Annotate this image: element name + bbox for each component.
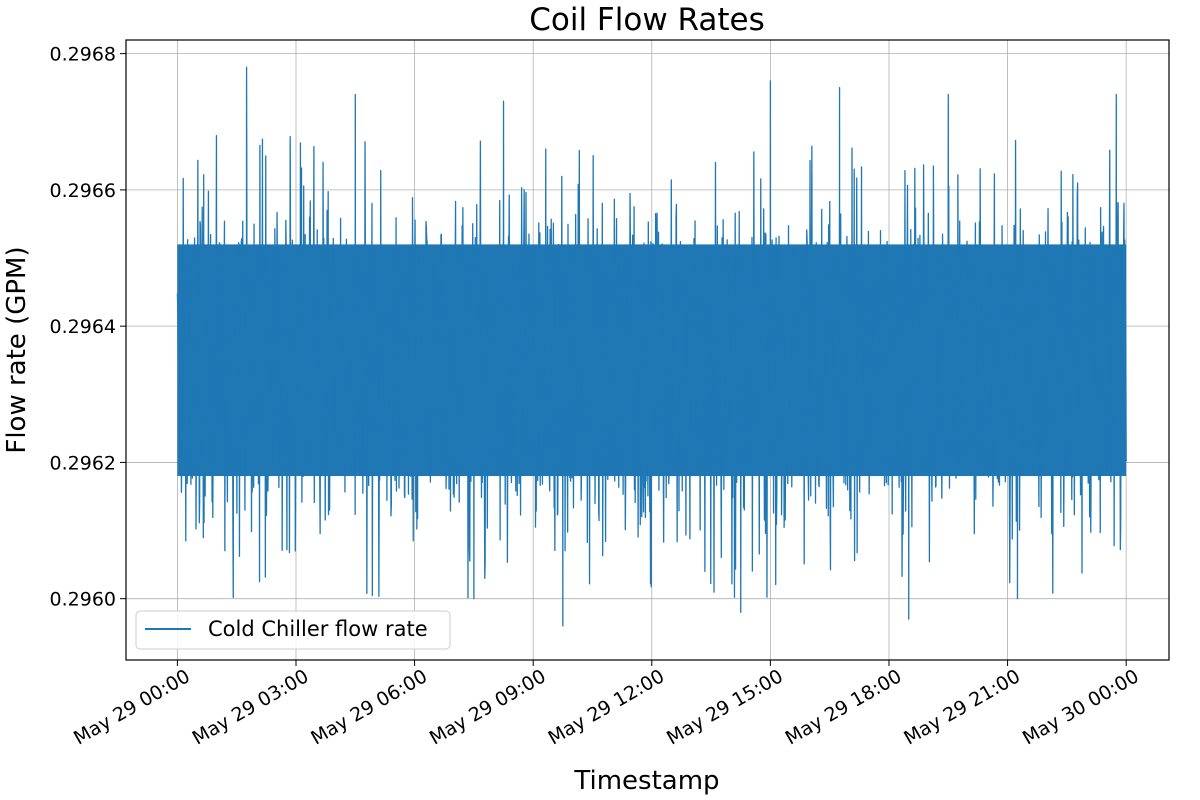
x-tick-label: May 29 03:00	[189, 665, 313, 749]
plot-frame	[125, 39, 1170, 661]
y-axis: 0.2960 0.2962 0.2964 0.2966 0.2968	[50, 44, 126, 611]
plot-series-group	[176, 66, 1127, 627]
legend: Cold Chiller flow rate	[135, 610, 451, 650]
legend-label: Cold Chiller flow rate	[208, 617, 428, 641]
x-tick-label: May 29 21:00	[900, 665, 1024, 749]
x-tick-label: May 29 15:00	[663, 665, 787, 749]
x-tick-label: May 29 09:00	[426, 665, 550, 749]
x-tick-label: May 29 00:00	[70, 665, 194, 749]
x-tick-label: May 29 12:00	[544, 665, 668, 749]
legend-box	[135, 610, 451, 650]
y-tick-label: 0.2968	[50, 44, 116, 66]
series-line-cold-chiller	[176, 66, 1127, 627]
y-tick-label: 0.2960	[50, 589, 116, 611]
x-tick-label: May 30 00:00	[1019, 665, 1143, 749]
chart-title: Coil Flow Rates	[529, 2, 765, 38]
x-tick-label: May 29 18:00	[782, 665, 906, 749]
y-tick-label: 0.2966	[50, 180, 116, 202]
y-tick-label: 0.2962	[50, 452, 116, 474]
y-tick-label: 0.2964	[50, 316, 116, 338]
x-tick-label: May 29 06:00	[307, 665, 431, 749]
x-axis-title: Timestamp	[573, 766, 719, 796]
y-axis-title: Flow rate (GPM)	[2, 246, 32, 453]
